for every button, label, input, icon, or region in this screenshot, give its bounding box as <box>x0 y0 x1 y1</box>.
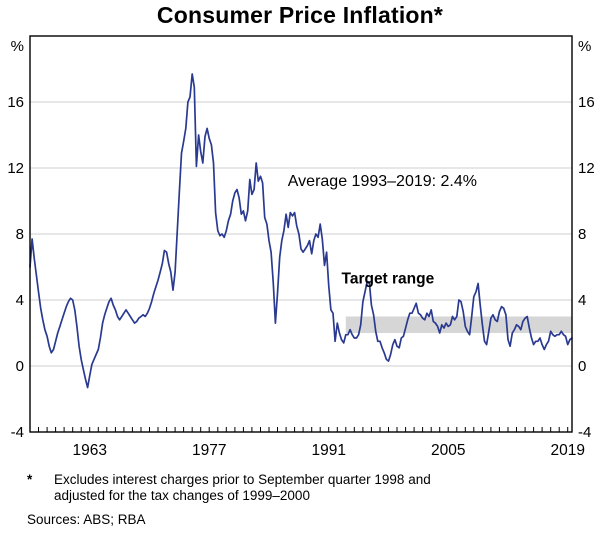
y-tick-label-right: -4 <box>578 424 591 441</box>
y-tick-label-right: 0 <box>578 358 586 375</box>
x-tick-label: 2005 <box>431 442 465 459</box>
target-range-band <box>345 316 572 333</box>
x-tick-label: 1963 <box>72 442 106 459</box>
footnote-marker: * <box>27 472 33 487</box>
y-tick-label-left: -4 <box>11 424 24 441</box>
footnote: * Excludes interest charges prior to Sep… <box>27 472 462 505</box>
target-range-label: Target range <box>342 271 435 288</box>
y-tick-label-left: 4 <box>16 292 24 309</box>
plot-frame <box>29 35 573 433</box>
y-tick-label-left: 0 <box>16 358 24 375</box>
chart-canvas: -4 -4 0 0 4 4 8 8 12 12 16 16% % 1963 1977 1991 2005 2019… <box>7 35 595 459</box>
sources-line: Sources: ABS; RBA <box>27 512 146 527</box>
y-tick-label-left: 8 <box>16 226 24 243</box>
cpi-inflation-chart: -4 -4 0 0 4 4 8 8 12 12 16 16%% 1963 1977 1991 2005 2019… <box>7 35 595 459</box>
y-tick-label-left: 12 <box>7 160 24 177</box>
y-axis-unit-right: % <box>578 38 591 55</box>
y-axis-unit-left: % <box>11 38 24 55</box>
footnote-text: Excludes interest charges prior to Septe… <box>54 472 431 504</box>
y-tick-label-right: 8 <box>578 226 586 243</box>
y-tick-label-right: 12 <box>578 160 595 177</box>
chart-title: Consumer Price Inflation* <box>156 2 444 28</box>
y-tick-label-right: 4 <box>578 292 586 309</box>
y-tick-label-left: 16 <box>7 94 24 111</box>
x-tick-label: 2019 <box>550 442 584 459</box>
inflation-line <box>29 73 573 389</box>
x-tick-label: 1977 <box>192 442 226 459</box>
average-annotation: Average 1993–2019: 2.4% <box>288 173 477 190</box>
x-tick-label: 1991 <box>311 442 345 459</box>
y-tick-label-right: 16 <box>578 94 595 111</box>
